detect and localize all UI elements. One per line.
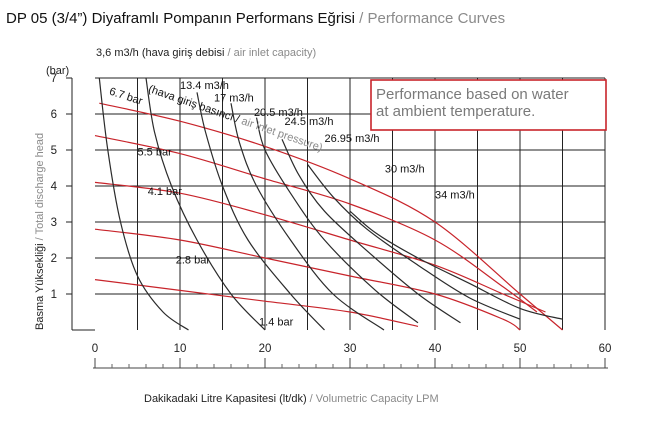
y-tick-label: 2 [51, 253, 57, 265]
note-line-1: Performance based on water [376, 86, 569, 103]
air-capacity-curve [281, 138, 461, 324]
pressure-curve-label: 6.7 bar [108, 86, 145, 108]
air-capacity-label: 34 m3/h [435, 190, 475, 202]
y-unit: (bar) [46, 65, 69, 77]
tick-labels: 1 2 3 4 5 6 7 0 10 20 30 40 50 60 [51, 73, 612, 355]
pressure-curve [94, 228, 521, 331]
top-label: 3,6 m3/h (hava giriş debisi / air inlet … [96, 47, 316, 59]
y-tick-label: 7 [51, 73, 57, 85]
note-line-2: at ambient temperature. [376, 103, 535, 120]
x-tick-label: 20 [259, 343, 272, 355]
air-capacity-curve [349, 210, 563, 320]
note-box [370, 79, 607, 131]
y-axis-sep: / [34, 234, 46, 243]
pressure-curve [99, 102, 563, 331]
x-tick-label: 40 [429, 343, 442, 355]
y-tick-label: 1 [51, 289, 57, 301]
air-capacity-curve [230, 103, 385, 331]
air-capacity-label: 17 m3/h [214, 92, 254, 104]
x-tick-label: 50 [514, 343, 527, 355]
y-axis-main: Basma Yüksekliği [34, 243, 46, 330]
air-capacity-curve [196, 92, 325, 331]
pressure-curve-label: 2.8 bar [176, 254, 211, 266]
y-tick-label: 4 [51, 181, 58, 193]
air-capacity-curve [98, 77, 189, 331]
x-axis-en: Volumetric Capacity LPM [316, 393, 439, 405]
x-axis-main: Dakikadaki Litre Kapasitesi (lt/dk) [144, 393, 307, 405]
air-capacity-curves [98, 77, 563, 331]
pressure-curve [94, 181, 546, 313]
title-sep: / [355, 10, 368, 27]
top-label-sep: / [224, 47, 233, 59]
air-capacity-curve [255, 117, 419, 324]
x-tick-label: 10 [174, 343, 187, 355]
pressure-curves [94, 102, 563, 331]
y-tick-label: 5 [51, 145, 57, 157]
pressure-curve-label: 5.5 bar [138, 146, 173, 158]
x-tick-label: 0 [92, 343, 98, 355]
air-capacity-label: 20.5 m3/h [254, 107, 303, 119]
air-capacity-label: 24.5 m3/h [285, 116, 334, 128]
air-capacity-curve [307, 164, 521, 320]
x-tick-label: 60 [599, 343, 612, 355]
pressure-curve-label: 4.1 bar [148, 186, 183, 198]
air-capacity-label: 30 m3/h [385, 163, 425, 175]
chart-title: DP 05 (3/4”) Diyaframlı Pompanın Perform… [6, 10, 505, 27]
pressure-curve-label: 1.4 bar [259, 317, 294, 329]
top-label-en: air inlet capacity) [234, 47, 317, 59]
pressure-curve [94, 279, 419, 327]
top-label-main: 3,6 m3/h (hava giriş debisi [96, 47, 224, 59]
y-axis-title: Basma Yüksekliği / Total discharge head [34, 133, 46, 330]
air-capacity-label: 26.95 m3/h [325, 133, 380, 145]
y-axis-en: Total discharge head [34, 133, 46, 235]
y-tick-label: 3 [51, 217, 57, 229]
air-capacity-curve [145, 77, 266, 331]
pressure-curve [94, 135, 538, 313]
x-tick-label: 30 [344, 343, 357, 355]
y-tick-label: 6 [51, 109, 57, 121]
axes [66, 77, 608, 369]
title-en: Performance Curves [368, 10, 506, 27]
air-capacity-label: 13.4 m3/h [180, 80, 229, 92]
x-axis-title: Dakikadaki Litre Kapasitesi (lt/dk) / Vo… [144, 393, 439, 405]
x-axis-sep: / [307, 393, 316, 405]
title-main: DP 05 (3/4”) Diyaframlı Pompanın Perform… [6, 10, 355, 27]
